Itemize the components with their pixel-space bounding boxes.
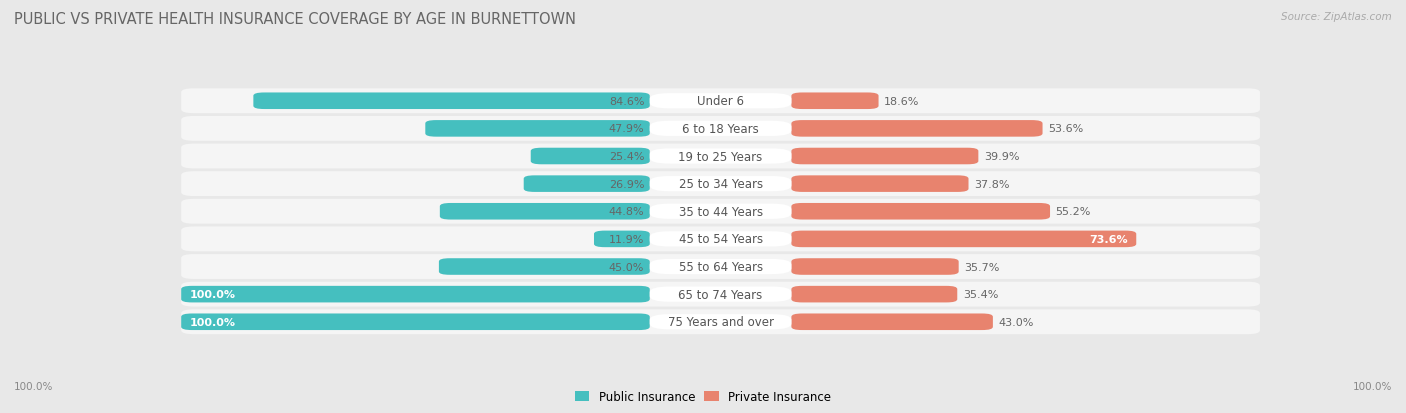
Text: 37.8%: 37.8% <box>974 179 1010 189</box>
FancyBboxPatch shape <box>181 144 1260 169</box>
Text: 35.4%: 35.4% <box>963 290 998 299</box>
Text: 43.0%: 43.0% <box>998 317 1033 327</box>
Legend: Public Insurance, Private Insurance: Public Insurance, Private Insurance <box>575 390 831 403</box>
Text: 45 to 54 Years: 45 to 54 Years <box>679 233 762 246</box>
Text: 35 to 44 Years: 35 to 44 Years <box>679 205 762 218</box>
Text: 73.6%: 73.6% <box>1088 234 1128 244</box>
FancyBboxPatch shape <box>181 314 650 330</box>
Text: 55.2%: 55.2% <box>1056 207 1091 217</box>
FancyBboxPatch shape <box>650 232 792 247</box>
FancyBboxPatch shape <box>440 204 650 220</box>
FancyBboxPatch shape <box>425 121 650 138</box>
Text: 44.8%: 44.8% <box>609 207 644 217</box>
Text: 47.9%: 47.9% <box>609 124 644 134</box>
FancyBboxPatch shape <box>181 116 1260 142</box>
FancyBboxPatch shape <box>650 259 792 275</box>
Text: Source: ZipAtlas.com: Source: ZipAtlas.com <box>1281 12 1392 22</box>
FancyBboxPatch shape <box>650 177 792 192</box>
Text: 100.0%: 100.0% <box>14 381 53 391</box>
Text: 53.6%: 53.6% <box>1047 124 1083 134</box>
FancyBboxPatch shape <box>650 121 792 137</box>
FancyBboxPatch shape <box>650 314 792 330</box>
Text: 11.9%: 11.9% <box>609 234 644 244</box>
FancyBboxPatch shape <box>181 199 1260 224</box>
Text: 6 to 18 Years: 6 to 18 Years <box>682 123 759 135</box>
FancyBboxPatch shape <box>439 259 650 275</box>
Text: 39.9%: 39.9% <box>984 152 1019 161</box>
FancyBboxPatch shape <box>792 121 1042 138</box>
FancyBboxPatch shape <box>181 282 1260 307</box>
FancyBboxPatch shape <box>181 286 650 303</box>
FancyBboxPatch shape <box>792 259 959 275</box>
FancyBboxPatch shape <box>650 149 792 164</box>
FancyBboxPatch shape <box>181 227 1260 252</box>
Text: 75 Years and over: 75 Years and over <box>668 316 773 328</box>
FancyBboxPatch shape <box>253 93 650 110</box>
FancyBboxPatch shape <box>650 287 792 302</box>
FancyBboxPatch shape <box>530 148 650 165</box>
FancyBboxPatch shape <box>792 204 1050 220</box>
FancyBboxPatch shape <box>181 89 1260 114</box>
FancyBboxPatch shape <box>650 204 792 219</box>
Text: 26.9%: 26.9% <box>609 179 644 189</box>
Text: 100.0%: 100.0% <box>190 290 236 299</box>
FancyBboxPatch shape <box>650 94 792 109</box>
FancyBboxPatch shape <box>792 314 993 330</box>
Text: 45.0%: 45.0% <box>609 262 644 272</box>
Text: 19 to 25 Years: 19 to 25 Years <box>679 150 762 163</box>
FancyBboxPatch shape <box>792 231 1136 247</box>
FancyBboxPatch shape <box>792 148 979 165</box>
FancyBboxPatch shape <box>792 176 969 192</box>
FancyBboxPatch shape <box>792 93 879 110</box>
Text: PUBLIC VS PRIVATE HEALTH INSURANCE COVERAGE BY AGE IN BURNETTOWN: PUBLIC VS PRIVATE HEALTH INSURANCE COVER… <box>14 12 576 27</box>
Text: 55 to 64 Years: 55 to 64 Years <box>679 260 762 273</box>
Text: 100.0%: 100.0% <box>190 317 236 327</box>
Text: 35.7%: 35.7% <box>965 262 1000 272</box>
Text: 18.6%: 18.6% <box>884 97 920 107</box>
FancyBboxPatch shape <box>181 172 1260 197</box>
Text: 100.0%: 100.0% <box>1353 381 1392 391</box>
Text: 65 to 74 Years: 65 to 74 Years <box>679 288 762 301</box>
Text: 25 to 34 Years: 25 to 34 Years <box>679 178 762 191</box>
Text: 25.4%: 25.4% <box>609 152 644 161</box>
Text: Under 6: Under 6 <box>697 95 744 108</box>
FancyBboxPatch shape <box>181 254 1260 279</box>
FancyBboxPatch shape <box>593 231 650 247</box>
FancyBboxPatch shape <box>792 286 957 303</box>
FancyBboxPatch shape <box>523 176 650 192</box>
Text: 84.6%: 84.6% <box>609 97 644 107</box>
FancyBboxPatch shape <box>181 310 1260 335</box>
